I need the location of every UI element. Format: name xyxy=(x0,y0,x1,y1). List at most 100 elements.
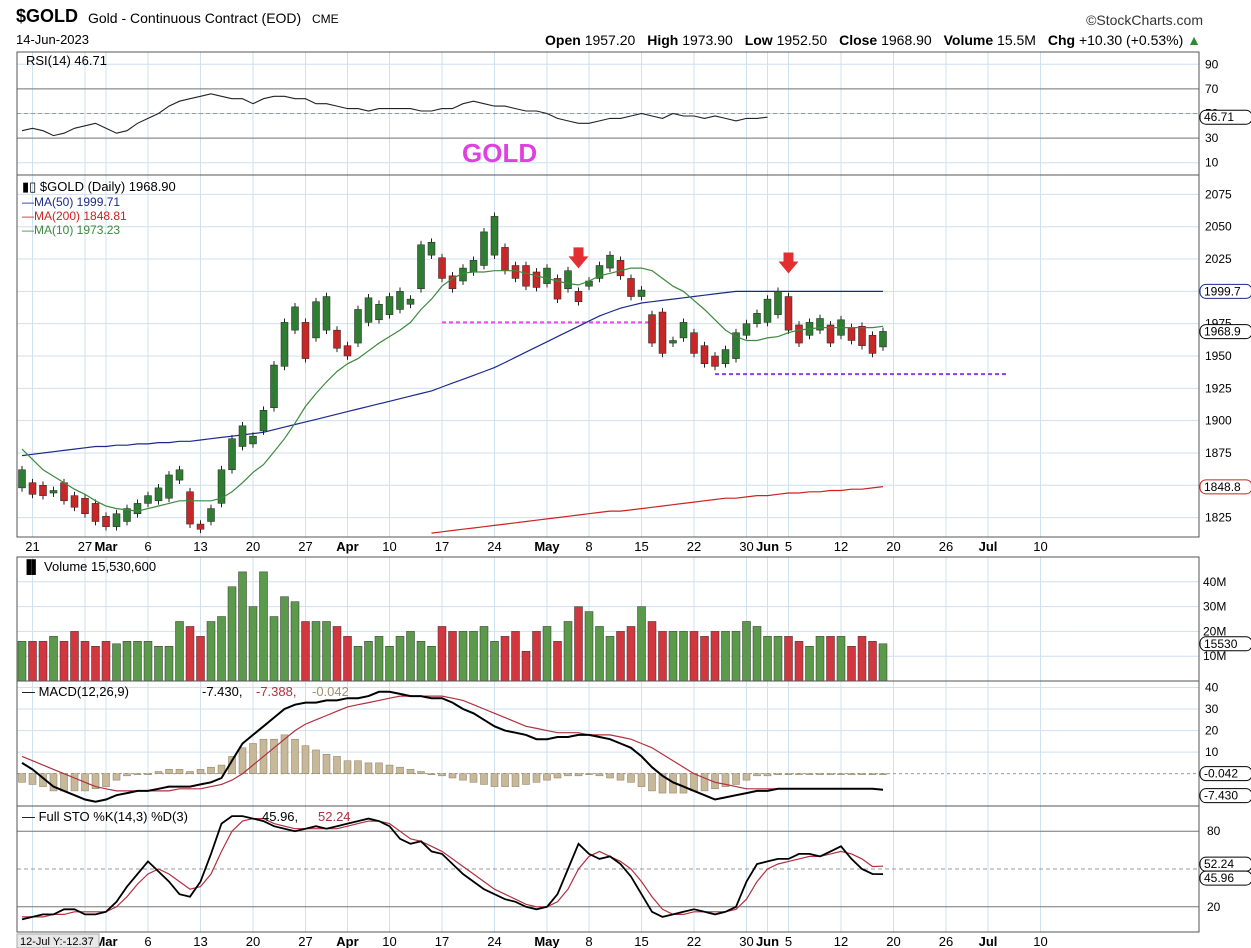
x-tick-label: 20 xyxy=(886,539,900,554)
candle-body xyxy=(564,270,572,290)
low-label: Low xyxy=(744,32,773,48)
x-tick-label: 5 xyxy=(785,539,792,554)
macd-histogram-bar xyxy=(700,773,709,792)
macd-histogram-bar xyxy=(186,771,194,774)
x-tick-label: 27 xyxy=(298,539,312,554)
volume-bar xyxy=(311,621,321,682)
candle-body xyxy=(91,503,100,522)
macd-histogram-bar xyxy=(816,773,824,775)
volume-bar xyxy=(112,643,121,682)
macd-histogram-bar xyxy=(847,773,856,775)
macd-histogram-bar xyxy=(417,771,425,774)
x-tick-label: 8 xyxy=(585,539,592,554)
macd-histogram-bar xyxy=(879,773,887,775)
macd-histogram-value: -0.042 xyxy=(312,684,349,699)
close-last-value: 1968.9 xyxy=(1204,325,1241,339)
volume-bar xyxy=(521,650,531,682)
candle-body xyxy=(217,469,226,504)
macd-histogram-bar xyxy=(28,773,37,785)
volume-y-tick-label: 20M xyxy=(1203,624,1226,638)
close-last-value-box xyxy=(1199,324,1251,340)
rsi-line xyxy=(21,93,768,137)
x-tick-label: 30 xyxy=(739,539,753,554)
volume-bar xyxy=(143,641,153,682)
x-tick-label: 13 xyxy=(193,539,207,554)
candle-body xyxy=(301,322,310,359)
x-tick-label: 15 xyxy=(634,539,648,554)
sto-k-last-value-box xyxy=(1199,870,1251,886)
red-arrow-icon xyxy=(778,252,799,274)
candle-body xyxy=(574,291,583,302)
volume-y-tick-label: 30M xyxy=(1203,600,1226,614)
volume-bar xyxy=(395,636,405,682)
volume-bar xyxy=(815,636,825,682)
x-tick-label-bottom: May xyxy=(534,934,560,948)
ma50-line xyxy=(21,290,883,457)
volume-bar xyxy=(374,636,384,682)
low-value: 1952.50 xyxy=(776,32,828,48)
volume-bar xyxy=(385,646,394,682)
volume-bar xyxy=(878,643,888,682)
x-tick-label-bottom: 13 xyxy=(193,934,207,948)
candle-body xyxy=(763,298,772,323)
x-tick-label: 21 xyxy=(25,539,39,554)
rsi-last-value: 46.71 xyxy=(1204,110,1234,124)
macd-histogram-bar xyxy=(616,773,625,781)
x-tick-label-bottom: 30 xyxy=(739,934,753,948)
volume-bar xyxy=(227,586,237,682)
volume-bar xyxy=(70,631,79,682)
candle-body xyxy=(480,231,488,266)
volume-bar xyxy=(59,641,69,682)
macd-last-value: -7.430 xyxy=(1204,789,1238,803)
x-tick-label: May xyxy=(534,539,560,554)
macd-histogram-bar xyxy=(658,773,667,794)
macd-histogram-bar xyxy=(742,773,751,781)
volume-bar xyxy=(427,646,436,682)
open-label: Open xyxy=(545,32,581,48)
volume-bar xyxy=(122,641,132,682)
instrument-name: Gold - Continuous Contract (EOD) xyxy=(88,10,302,26)
x-tick-label-bottom: Jun xyxy=(756,934,779,948)
volume-bar xyxy=(185,626,195,682)
macd-histogram-bar xyxy=(312,749,320,774)
macd-histogram-bar xyxy=(343,760,352,774)
candle-body xyxy=(291,306,299,331)
volume-bar xyxy=(290,601,300,682)
volume-bar xyxy=(595,626,604,682)
volume-bar xyxy=(38,641,48,682)
candle-body xyxy=(879,331,887,348)
volume-bar xyxy=(658,631,667,682)
volume-bar xyxy=(458,631,468,682)
macd-histogram-bar xyxy=(826,773,835,775)
rsi-title: RSI(14) 46.71 xyxy=(26,53,107,68)
candle-body xyxy=(207,508,215,522)
volume-bar xyxy=(784,636,793,682)
macd-histogram-bar xyxy=(648,773,656,792)
candle-body xyxy=(868,335,877,354)
candle-body xyxy=(312,301,320,339)
x-tick-label: 26 xyxy=(939,539,953,554)
volume-bar xyxy=(269,616,279,682)
x-tick-label-bottom: 20 xyxy=(886,934,900,948)
sto-d-value: 52.24 xyxy=(318,809,351,824)
x-tick-label: 24 xyxy=(487,539,501,554)
candle-body xyxy=(669,340,677,344)
x-tick-label-bottom: 12 xyxy=(834,934,848,948)
macd-histogram-bar xyxy=(627,773,635,783)
x-tick-label-bottom: 17 xyxy=(435,934,449,948)
x-tick-label: 10 xyxy=(1033,539,1047,554)
volume-bar xyxy=(322,621,331,682)
candle-body xyxy=(438,257,446,279)
candle-body xyxy=(658,311,667,354)
macd-histogram-bar xyxy=(406,769,415,774)
x-tick-label-bottom: 24 xyxy=(487,934,501,948)
candle-body xyxy=(228,438,236,471)
candle-body xyxy=(721,349,730,365)
exchange-label: CME xyxy=(312,12,339,26)
sto-d-line xyxy=(22,818,884,918)
macd-title: — MACD(12,26,9) xyxy=(22,684,129,699)
macd-histogram-bar xyxy=(165,769,173,774)
candle-body xyxy=(112,513,121,527)
macd-histogram-bar xyxy=(438,773,446,777)
